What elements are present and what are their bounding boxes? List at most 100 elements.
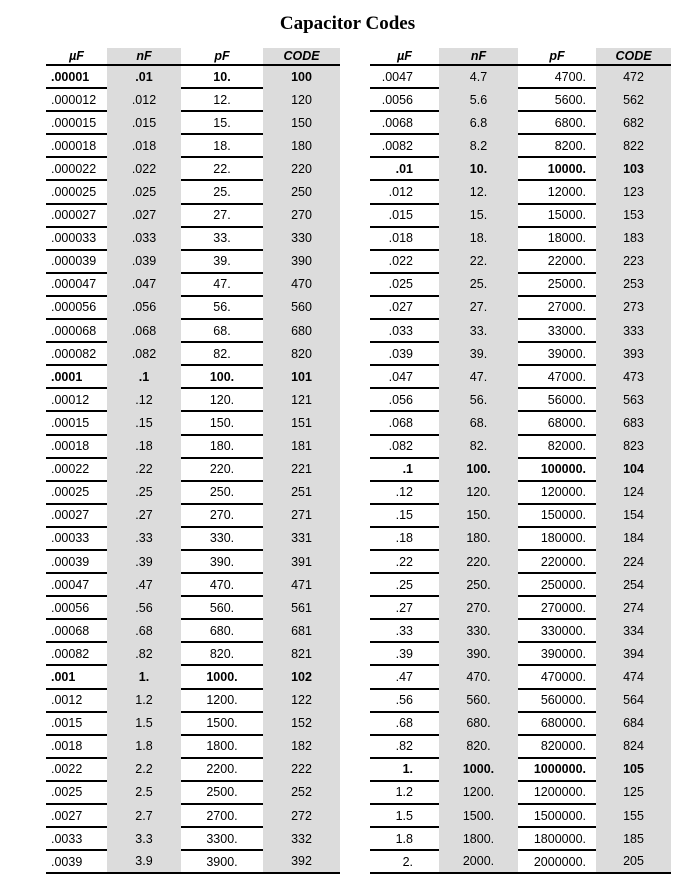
code-cell: 124	[596, 480, 671, 504]
table-row: .039 39. 39000. 393	[370, 342, 671, 367]
pf-cell: 47000.	[518, 365, 596, 390]
uf-cell: .000025	[46, 180, 107, 205]
pf-column-header: pF	[181, 48, 263, 66]
code-column-header: CODE	[263, 48, 340, 66]
nf-cell: 47.	[439, 365, 518, 389]
code-cell: 682	[596, 111, 671, 135]
code-cell: 185	[596, 827, 671, 851]
table-row: .025 25. 25000. 253	[370, 272, 671, 297]
table-row: .000068.068 68. 680	[46, 319, 340, 344]
pf-cell: 15000.	[518, 203, 596, 228]
code-cell: 820	[263, 342, 340, 366]
code-cell: 221	[263, 457, 340, 481]
pf-cell: 1000000.	[518, 757, 596, 782]
uf-cell: .00082	[46, 642, 107, 667]
table-row: .47 470. 470000. 474	[370, 665, 671, 690]
nf-cell: 6.8	[439, 111, 518, 135]
code-cell: 473	[596, 365, 671, 389]
table-row: .39 390. 390000. 394	[370, 642, 671, 667]
code-cell: 474	[596, 665, 671, 689]
code-cell: 252	[263, 780, 340, 804]
uf-cell: .00068	[46, 619, 107, 644]
uf-cell: .000015	[46, 111, 107, 136]
nf-cell: .082	[107, 342, 181, 366]
table-row: .0039 3.9 3900. 392	[46, 850, 340, 874]
pf-cell: 100.	[181, 365, 263, 390]
uf-cell: .0082	[370, 134, 439, 159]
uf-cell: .00039	[46, 549, 107, 575]
code-cell: 250	[263, 180, 340, 204]
table-row: .0001.1 100. 101	[46, 365, 340, 390]
code-cell: 822	[596, 134, 671, 158]
nf-cell: 150.	[439, 503, 518, 527]
table-row: .00015.15 150. 151	[46, 411, 340, 436]
code-cell: 390	[263, 249, 340, 273]
table-row: .00018.18 180. 181	[46, 434, 340, 459]
code-cell: 223	[596, 249, 671, 273]
pf-cell: 270000.	[518, 596, 596, 621]
nf-cell: 2000.	[439, 850, 518, 874]
nf-cell: .22	[107, 457, 181, 481]
table-row: .27 270. 270000. 274	[370, 596, 671, 621]
uf-cell: .00001	[46, 65, 107, 90]
table-row: .000082.082 82. 820	[46, 342, 340, 367]
pf-cell: 25.	[181, 180, 263, 205]
nf-cell: .18	[107, 434, 181, 458]
table-row: .00033.33 330. 331	[46, 526, 340, 551]
uf-cell: .15	[370, 503, 439, 528]
table-row: .00012.12 120. 121	[46, 388, 340, 413]
pf-cell: 1800.	[181, 734, 263, 759]
code-cell: 120	[263, 88, 340, 112]
nf-cell: 270.	[439, 596, 518, 620]
uf-cell: .47	[370, 665, 439, 690]
pf-cell: 1500000.	[518, 804, 596, 829]
uf-cell: .0027	[46, 804, 107, 829]
code-cell: 152	[263, 711, 340, 735]
pf-cell: 15.	[181, 111, 263, 136]
nf-cell: 82.	[439, 434, 518, 458]
nf-cell: .12	[107, 388, 181, 412]
code-cell: 564	[596, 688, 671, 712]
uf-cell: .082	[370, 434, 439, 459]
code-cell: 472	[596, 65, 671, 89]
nf-cell: 12.	[439, 180, 518, 204]
uf-cell: .00022	[46, 457, 107, 482]
table-row: .68 680. 680000. 684	[370, 711, 671, 736]
code-cell: 154	[596, 503, 671, 527]
pf-cell: 1200000.	[518, 780, 596, 806]
pf-cell: 150.	[181, 411, 263, 436]
nf-cell: 680.	[439, 711, 518, 735]
pf-cell: 12000.	[518, 180, 596, 205]
pf-cell: 47.	[181, 272, 263, 297]
code-cell: 101	[263, 365, 340, 389]
pf-cell: 330000.	[518, 619, 596, 644]
code-cell: 681	[263, 619, 340, 643]
table-row: .082 82. 82000. 823	[370, 434, 671, 459]
table-row: .25 250. 250000. 254	[370, 573, 671, 598]
uf-cell: .025	[370, 272, 439, 297]
table-row: .000047.047 47. 470	[46, 272, 340, 297]
uf-cell: 2.	[370, 850, 439, 874]
pf-cell: 56000.	[518, 388, 596, 413]
nf-cell: .68	[107, 619, 181, 643]
pf-cell: 330.	[181, 526, 263, 551]
table-row: .0022 2.2 2200. 222	[46, 757, 340, 782]
uf-cell: .000022	[46, 157, 107, 182]
pf-cell: 6800.	[518, 111, 596, 136]
table-row: .068 68. 68000. 683	[370, 411, 671, 436]
pf-cell: 100000.	[518, 457, 596, 482]
table-row: 1.8 1800. 1800000. 185	[370, 827, 671, 852]
pf-cell: 1000.	[181, 665, 263, 690]
nf-cell: .15	[107, 411, 181, 435]
pf-cell: 820000.	[518, 734, 596, 759]
code-cell: 105	[596, 757, 671, 781]
pf-cell: 1200.	[181, 688, 263, 713]
page-title: Capacitor Codes	[279, 13, 416, 34]
nf-column-header: nF	[439, 48, 518, 66]
pf-cell: 10.	[181, 65, 263, 90]
uf-cell: .68	[370, 711, 439, 736]
nf-cell: 560.	[439, 688, 518, 712]
pf-cell: 560000.	[518, 688, 596, 713]
code-cell: 330	[263, 226, 340, 250]
uf-cell: .000056	[46, 295, 107, 321]
